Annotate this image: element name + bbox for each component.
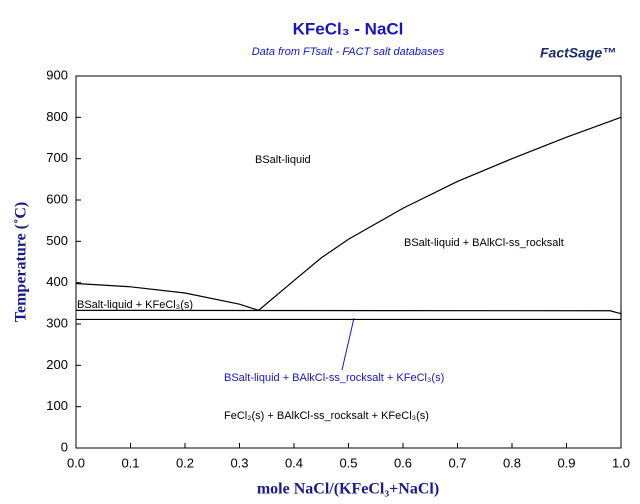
- y-tick-label: 200: [46, 357, 68, 372]
- y-axis-label: Temperature (˚C): [13, 202, 30, 322]
- x-tick-label: 0.0: [67, 455, 85, 470]
- y-tick-label: 700: [46, 150, 68, 165]
- y-tick-label: 0: [61, 439, 68, 454]
- y-tick-label: 100: [46, 398, 68, 413]
- region-label: BSalt-liquid + BAlkCl-ss_rocksalt: [404, 237, 564, 249]
- y-tick-label: 600: [46, 191, 68, 206]
- y-tick-label: 900: [46, 67, 68, 82]
- chart-title: KFeCl₃ - NaCl: [293, 19, 404, 38]
- phase-boundary: [75, 282, 259, 311]
- leader-line: [341, 317, 355, 371]
- x-tick-label: 0.4: [285, 455, 303, 470]
- x-axis-label: mole NaCl/(KFeCl₃+NaCl): [257, 481, 439, 498]
- x-tick-label: 0.6: [394, 455, 412, 470]
- y-tick-label: 400: [46, 274, 68, 289]
- phase-boundary: [258, 116, 622, 311]
- plot-frame: [75, 75, 622, 449]
- y-tick-label: 800: [46, 109, 68, 124]
- region-label: BSalt-liquid: [255, 154, 311, 166]
- x-tick-label: 0.8: [503, 455, 521, 470]
- phase-boundary: [75, 309, 622, 315]
- logo: FactSage™: [540, 45, 616, 61]
- x-tick-label: 0.1: [121, 455, 139, 470]
- chart-subtitle: Data from FTsalt - FACT salt databases: [252, 46, 445, 58]
- y-tick-label: 300: [46, 315, 68, 330]
- region-label: BSalt-liquid + KFeCl₃(s): [77, 299, 193, 311]
- x-tick-label: 0.2: [176, 455, 194, 470]
- x-tick-label: 0.5: [339, 455, 357, 470]
- region-label: FeCl₂(s) + BAlkCl-ss_rocksalt + KFeCl₃(s…: [224, 410, 429, 422]
- x-tick-label: 0.9: [557, 455, 575, 470]
- region-label: BSalt-liquid + BAlkCl-ss_rocksalt + KFeC…: [224, 372, 444, 384]
- y-tick-label: 500: [46, 233, 68, 248]
- x-tick-label: 1.0: [612, 455, 630, 470]
- x-tick-label: 0.7: [448, 455, 466, 470]
- x-tick-label: 0.3: [230, 455, 248, 470]
